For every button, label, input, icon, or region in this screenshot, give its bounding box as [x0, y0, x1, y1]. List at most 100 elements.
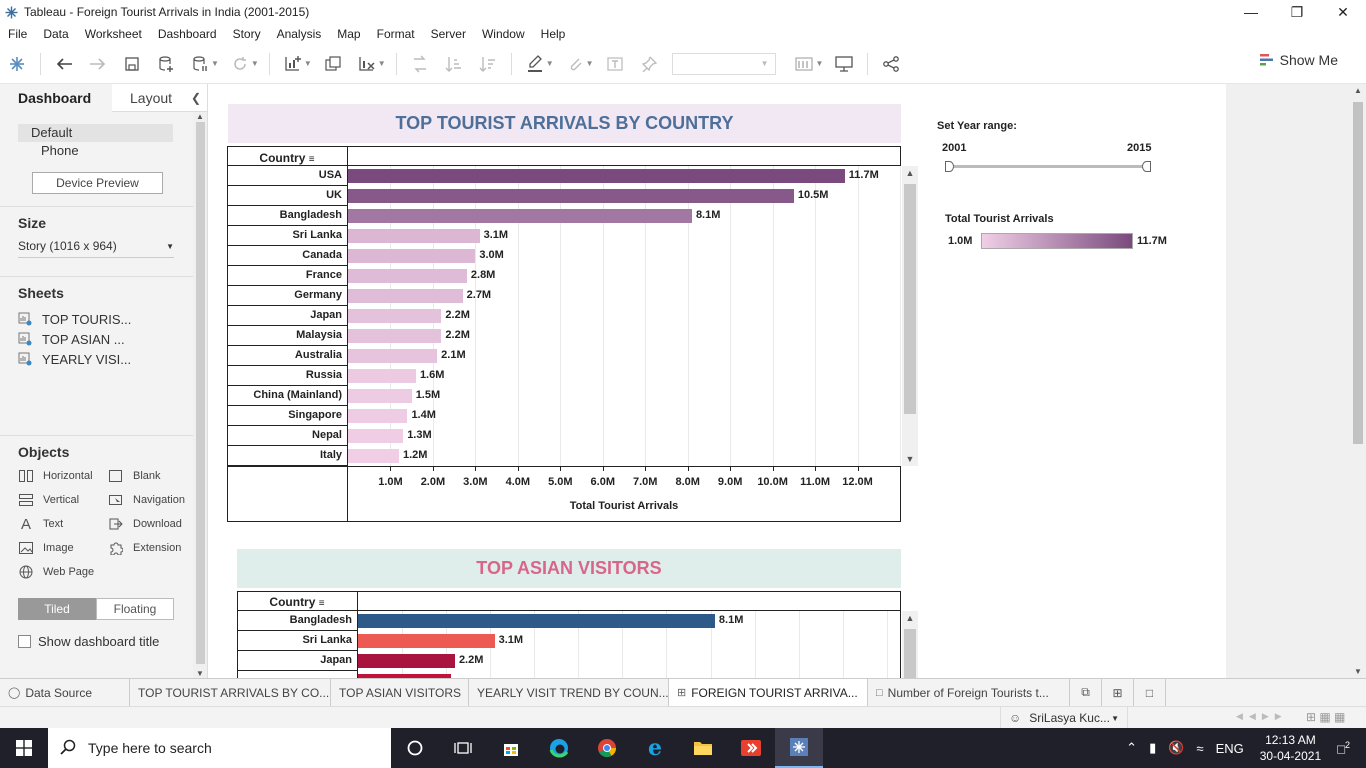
bar[interactable]	[348, 449, 399, 463]
object-extension[interactable]: Extension	[108, 540, 198, 556]
object-web-page[interactable]: Web Page	[18, 564, 108, 580]
row-label[interactable]: Canada	[302, 249, 342, 261]
year-range-slider[interactable]	[945, 161, 1151, 172]
edge-icon[interactable]	[535, 728, 583, 768]
collapse-panel-icon[interactable]: ❮	[190, 90, 201, 105]
object-text[interactable]: A Text	[18, 516, 108, 533]
bar[interactable]	[358, 614, 715, 628]
save-icon[interactable]	[120, 52, 144, 76]
new-dashboard-tab-icon[interactable]: ⊞	[1102, 679, 1134, 706]
cortana-icon[interactable]	[391, 728, 439, 768]
view-size-dropdown[interactable]: ▼	[671, 52, 776, 75]
chart-scrollbar[interactable]: ▲	[902, 611, 918, 678]
row-label[interactable]: UK	[326, 189, 342, 201]
tab-sheet[interactable]: TOP ASIAN VISITORS	[331, 679, 469, 706]
bar[interactable]	[358, 654, 455, 668]
language-indicator[interactable]: ENG	[1215, 740, 1244, 756]
sort-asc-icon[interactable]	[442, 52, 466, 76]
file-explorer-icon[interactable]	[679, 728, 727, 768]
chevron-up-icon[interactable]: ⌃	[1126, 740, 1138, 755]
notifications-icon[interactable]: □2	[1337, 739, 1350, 757]
device-phone[interactable]: Phone	[41, 143, 79, 158]
view-cards-icon[interactable]	[793, 52, 817, 76]
refresh-icon[interactable]	[228, 52, 252, 76]
share-icon[interactable]	[879, 52, 903, 76]
bar[interactable]	[348, 269, 467, 283]
tab-data-source[interactable]: ◯ Data Source	[0, 679, 130, 706]
dashboard-scrollbar[interactable]: ▲ ▼	[1350, 84, 1366, 678]
bar[interactable]	[348, 409, 408, 423]
windows-start-icon[interactable]	[0, 728, 48, 768]
menu-help[interactable]: Help	[540, 27, 566, 41]
bar[interactable]	[348, 289, 463, 303]
show-title-checkbox-row[interactable]: Show dashboard title	[18, 634, 189, 649]
chart-scrollbar[interactable]: ▲ ▼	[902, 166, 918, 466]
bar[interactable]	[348, 369, 416, 383]
sheet-item[interactable]: TOP TOURIS...	[18, 309, 189, 329]
presentation-icon[interactable]	[832, 52, 856, 76]
row-label[interactable]: Malaysia	[296, 329, 342, 341]
undo-icon[interactable]	[52, 52, 76, 76]
object-vertical[interactable]: Vertical	[18, 492, 108, 508]
tableau-logo-icon[interactable]	[5, 52, 29, 76]
menu-file[interactable]: File	[8, 27, 28, 41]
sheet-item[interactable]: TOP ASIAN ...	[18, 329, 189, 349]
office-app-icon[interactable]	[727, 728, 775, 768]
ie-icon[interactable]: e	[648, 735, 662, 761]
bar[interactable]	[348, 309, 442, 323]
taskbar-search[interactable]: Type here to search	[48, 728, 391, 768]
labels-icon[interactable]	[603, 52, 627, 76]
menu-data[interactable]: Data	[43, 27, 69, 41]
sheet-nav-controls[interactable]: ◀◀▶▶	[1236, 711, 1288, 721]
highlight-icon[interactable]	[523, 52, 547, 76]
clear-sheet-icon[interactable]	[355, 52, 379, 76]
sort-icon[interactable]: ≡	[318, 598, 325, 609]
bar[interactable]	[348, 169, 845, 183]
row-label[interactable]: China (Mainland)	[253, 389, 342, 401]
tab-dashboard-active[interactable]: ⊞ FOREIGN TOURIST ARRIVA...	[669, 679, 868, 706]
show-me-button[interactable]: Show Me	[1259, 52, 1338, 68]
menu-story[interactable]: Story	[232, 27, 261, 41]
tab-sheet[interactable]: TOP TOURIST ARRIVALS BY CO...	[130, 679, 331, 706]
swap-icon[interactable]	[408, 52, 432, 76]
row-label[interactable]: Japan	[320, 654, 352, 666]
slider-handle-end[interactable]	[1142, 161, 1151, 172]
row-label[interactable]: Italy	[319, 449, 342, 461]
row-label[interactable]: Australia	[294, 349, 342, 361]
row-label[interactable]: Nepal	[312, 429, 342, 441]
pin-icon[interactable]	[637, 52, 661, 76]
bar[interactable]	[348, 389, 412, 403]
menu-format[interactable]: Format	[376, 27, 415, 41]
tab-story[interactable]: □ Number of Foreign Tourists t...	[868, 679, 1070, 706]
object-navigation[interactable]: Navigation	[108, 492, 198, 508]
object-blank[interactable]: Blank	[108, 468, 198, 484]
object-horizontal[interactable]: Horizontal	[18, 468, 108, 484]
slider-handle-start[interactable]	[945, 161, 954, 172]
duplicate-sheet-icon[interactable]	[321, 52, 345, 76]
row-label[interactable]: Singapore	[288, 409, 342, 421]
new-worksheet-tab-icon[interactable]: ⧉	[1070, 679, 1102, 706]
device-preview-button[interactable]: Device Preview	[32, 172, 163, 194]
tableau-taskbar-icon[interactable]	[775, 728, 823, 768]
tiled-toggle[interactable]: Tiled	[18, 598, 96, 620]
sort-icon[interactable]: ≡	[308, 154, 315, 165]
object-download[interactable]: Download	[108, 516, 198, 532]
bar[interactable]	[358, 634, 495, 648]
bar[interactable]	[348, 249, 476, 263]
volume-mute-icon[interactable]: 🔇	[1168, 740, 1185, 755]
size-dropdown[interactable]: Story (1016 x 964) ▼	[18, 239, 174, 258]
bar[interactable]	[348, 229, 480, 243]
show-title-checkbox[interactable]	[18, 635, 31, 648]
restore-icon[interactable]: ❐	[1290, 3, 1304, 20]
row-label[interactable]: Bangladesh	[279, 209, 342, 221]
sheet-item[interactable]: YEARLY VISI...	[18, 349, 189, 369]
wifi-icon[interactable]: ≈	[1196, 740, 1204, 756]
menu-analysis[interactable]: Analysis	[276, 27, 322, 41]
row-label[interactable]: Sri Lanka	[302, 634, 352, 646]
row-label[interactable]: Bangladesh	[289, 614, 352, 626]
sort-desc-icon[interactable]	[476, 52, 500, 76]
group-icon[interactable]	[563, 52, 587, 76]
store-icon[interactable]	[487, 728, 535, 768]
redo-icon[interactable]	[86, 52, 110, 76]
object-image[interactable]: Image	[18, 540, 108, 556]
